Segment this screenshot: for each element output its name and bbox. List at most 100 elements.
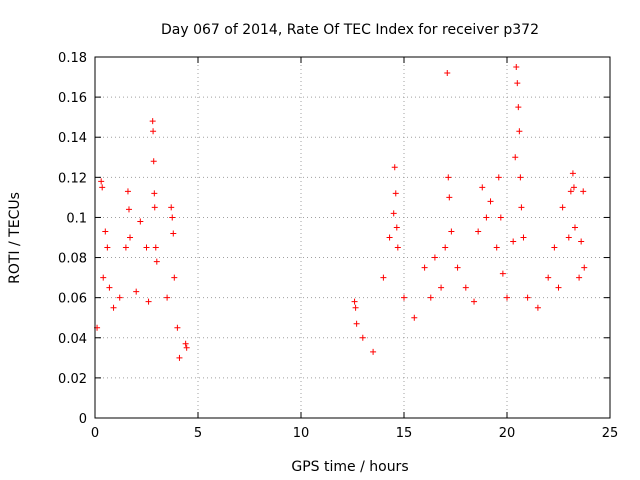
data-point [153, 258, 160, 265]
x-tick-label: 5 [194, 426, 202, 441]
data-point [545, 274, 552, 281]
data-point [392, 190, 399, 197]
data-point [169, 214, 176, 221]
data-point [150, 158, 157, 165]
data-point [520, 234, 527, 241]
data-point [168, 204, 175, 211]
data-point [513, 64, 520, 71]
data-point [504, 294, 510, 301]
data-point [133, 288, 140, 295]
data-point [100, 274, 107, 281]
data-point [497, 214, 504, 221]
y-tick-label: 0.06 [58, 292, 87, 307]
data-point [174, 324, 181, 331]
data-point [475, 228, 482, 235]
data-point [370, 348, 377, 355]
x-tick-label: 15 [396, 426, 413, 441]
data-point [516, 128, 523, 135]
x-tick-label: 0 [91, 426, 99, 441]
axis-ticks: 0 5 10 15 20 25 0 0.02 0.04 0.06 0.08 0.1 0.12 0.14 0.… [58, 51, 618, 441]
data-point [517, 174, 524, 181]
data-point [427, 294, 434, 301]
data-point [499, 270, 506, 277]
data-point [143, 244, 150, 251]
data-point [170, 230, 177, 237]
data-point [515, 104, 522, 111]
data-point [442, 244, 449, 251]
data-point [359, 334, 366, 341]
data-point [401, 294, 407, 301]
data-point [493, 244, 500, 251]
data-point [567, 188, 574, 195]
data-point [576, 274, 583, 281]
data-point [124, 188, 131, 195]
y-tick-label: 0.1 [66, 211, 87, 226]
data-point [183, 344, 190, 351]
data-point [565, 234, 572, 241]
data-point [145, 298, 152, 305]
data-point [150, 128, 157, 135]
data-point [127, 234, 134, 241]
data-point [510, 238, 517, 245]
y-tick-label: 0 [79, 412, 87, 427]
data-point [495, 174, 502, 181]
data-point [570, 184, 577, 191]
y-tick-label: 0.12 [58, 171, 87, 186]
data-point [462, 284, 469, 291]
data-point [444, 70, 451, 77]
data-point [580, 188, 587, 195]
data-point [448, 228, 455, 235]
x-axis-label: GPS time / hours [291, 459, 408, 475]
data-point [106, 284, 113, 291]
y-tick-label: 0.08 [58, 252, 87, 267]
data-point [445, 174, 452, 181]
y-tick-label: 0.04 [58, 332, 87, 347]
y-tick-label: 0.18 [58, 51, 87, 66]
data-point [351, 298, 358, 305]
y-tick-label: 0.16 [58, 91, 87, 106]
data-point [569, 170, 576, 177]
data-point [391, 164, 398, 171]
data-point [386, 234, 393, 241]
data-point [487, 198, 494, 205]
data-point [151, 204, 158, 211]
grid-lines [95, 57, 610, 418]
data-point [411, 314, 418, 321]
data-point [421, 264, 428, 271]
data-point [446, 194, 453, 201]
data-point [171, 274, 178, 281]
data-point [164, 294, 171, 301]
data-point [151, 190, 158, 197]
data-point [559, 204, 566, 211]
data-point [99, 184, 106, 191]
data-point [380, 274, 387, 281]
data-point [571, 224, 578, 231]
data-point [524, 294, 531, 301]
data-point [137, 218, 144, 225]
x-tick-label: 20 [499, 426, 516, 441]
x-tick-label: 25 [602, 426, 619, 441]
data-point [454, 264, 461, 271]
data-point [122, 244, 129, 251]
data-point [176, 354, 183, 361]
data-point [578, 238, 585, 245]
data-point [102, 228, 109, 235]
data-point [551, 244, 558, 251]
data-point [479, 184, 486, 191]
data-point [483, 214, 490, 221]
data-point [116, 294, 123, 301]
data-point [394, 244, 401, 251]
data-point [471, 298, 478, 305]
data-point [555, 284, 562, 291]
data-point [581, 264, 588, 271]
data-point [512, 154, 519, 161]
data-point [125, 206, 132, 213]
data-point [514, 80, 521, 87]
data-point [98, 178, 105, 185]
data-point [182, 340, 189, 347]
data-point [438, 284, 445, 291]
data-point [534, 304, 541, 311]
y-tick-label: 0.02 [58, 372, 87, 387]
data-point [390, 210, 397, 217]
